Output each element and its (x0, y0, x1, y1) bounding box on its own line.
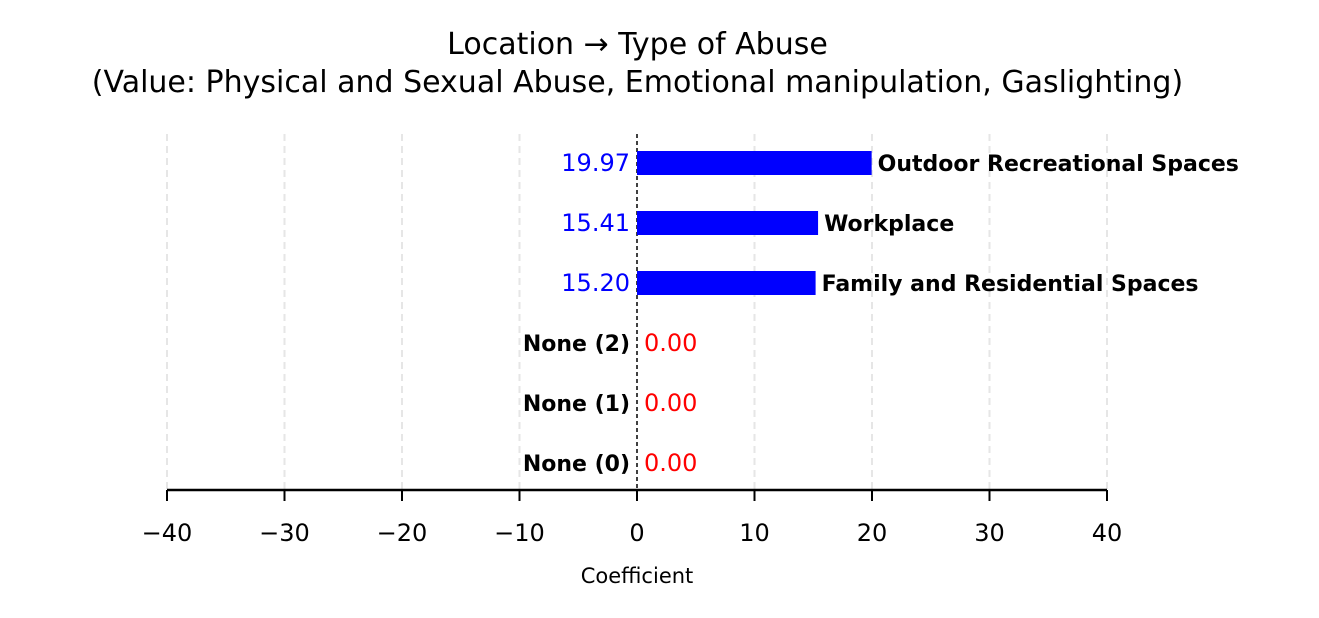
chart-subtitle: (Value: Physical and Sexual Abuse, Emoti… (91, 65, 1184, 100)
bar (637, 151, 872, 175)
x-tick-label: 10 (739, 519, 770, 547)
x-tick-label: 40 (1092, 519, 1123, 547)
chart-title-block: Location → Type of Abuse (Value: Physica… (0, 26, 1275, 102)
bar-category-label: None (1) (523, 392, 630, 417)
x-tick-label: −10 (494, 519, 545, 547)
bar-category-label: Family and Residential Spaces (822, 272, 1199, 297)
bar-category-label: None (0) (523, 452, 630, 477)
chart-title: Location → Type of Abuse (447, 27, 828, 62)
x-tick-label: 20 (857, 519, 888, 547)
x-tick-label: 0 (629, 519, 644, 547)
bar-value-label: 0.00 (644, 449, 697, 477)
x-tick-label: −30 (259, 519, 310, 547)
bar-value-label: 0.00 (644, 389, 697, 417)
bar-value-label: 0.00 (644, 329, 697, 357)
bar (637, 211, 819, 235)
x-tick-label: −40 (142, 519, 193, 547)
bar-value-label: 19.97 (561, 149, 630, 177)
x-axis-ticks: −40 −30 −20 −10 0 10 20 30 40 (142, 490, 1123, 547)
bar-value-label: 15.41 (561, 209, 630, 237)
bar-category-label: None (2) (523, 332, 630, 357)
bar (637, 271, 816, 295)
x-axis-label: Coefficient (581, 564, 694, 588)
bar-value-label: 15.20 (561, 269, 630, 297)
x-tick-label: −20 (377, 519, 428, 547)
bar-category-label: Outdoor Recreational Spaces (878, 152, 1239, 177)
bars (637, 151, 872, 295)
x-tick-label: 30 (974, 519, 1005, 547)
bar-category-label: Workplace (824, 212, 954, 237)
bar-labels: 19.97 Outdoor Recreational Spaces 15.41 Wor… (523, 149, 1239, 477)
